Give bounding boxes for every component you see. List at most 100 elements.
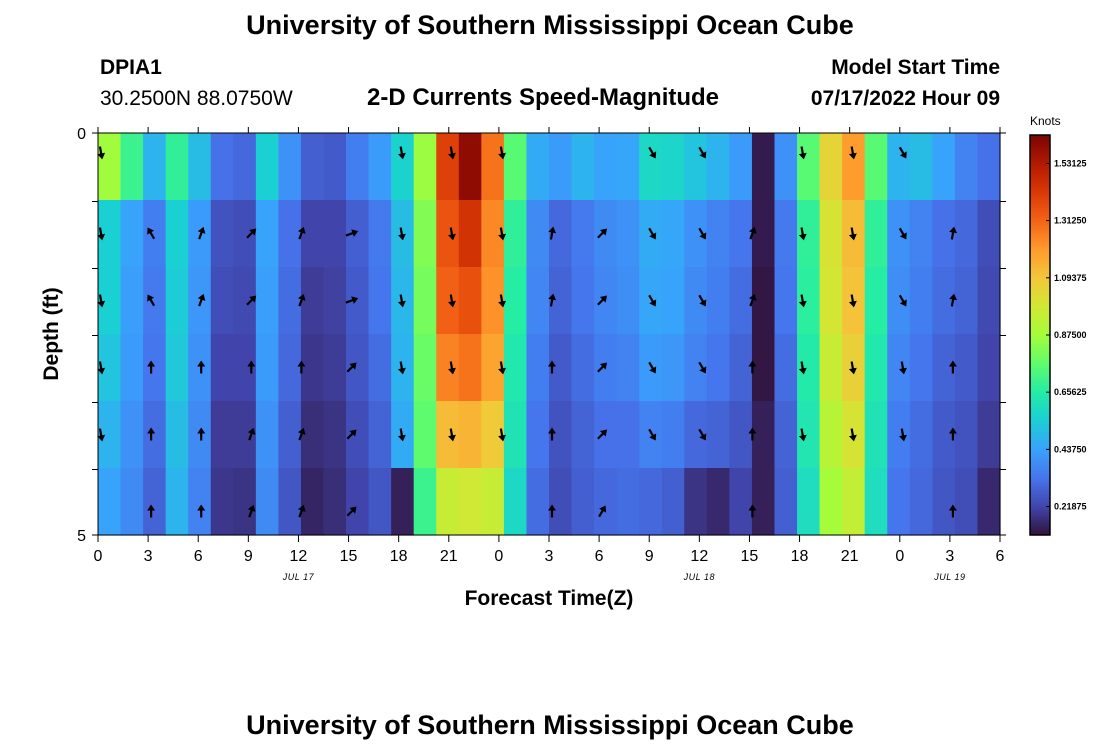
x-tick-label: 12: [690, 548, 708, 565]
heat-cell: [413, 267, 437, 335]
current-arrow: [448, 146, 456, 160]
heat-cell: [751, 133, 776, 201]
heat-cell: [864, 267, 888, 335]
chart-title: 2-D Currents Speed-Magnitude: [367, 84, 720, 111]
heat-cell: [210, 133, 234, 201]
heat-cell: [774, 401, 798, 469]
heat-cell: [797, 334, 821, 402]
heat-cell: [188, 267, 212, 335]
heat-cell: [526, 267, 550, 335]
heat-cell: [233, 267, 257, 335]
next-plot-title: University of Southern Mississippi Ocean…: [246, 710, 854, 740]
heat-cell: [503, 200, 528, 268]
current-arrow: [97, 428, 106, 442]
x-tick-label: 12: [290, 548, 308, 565]
x-tick-label: 0: [494, 548, 503, 565]
heat-cell: [278, 133, 302, 201]
heat-cell: [639, 133, 663, 201]
heat-cell: [120, 200, 144, 268]
heat-cell: [300, 334, 325, 402]
heat-cell: [188, 334, 212, 402]
heat-cell: [255, 468, 279, 536]
heat-cell: [210, 401, 234, 469]
heat-cell: [165, 468, 189, 536]
heat-cell: [684, 267, 708, 335]
heat-cell: [98, 267, 122, 335]
heat-cell: [300, 468, 325, 536]
current-arrow: [848, 227, 857, 241]
colorbar-tick-label: 1.31250: [1054, 216, 1087, 226]
x-tick-label: 21: [841, 548, 859, 565]
current-arrow: [498, 428, 507, 442]
heat-cell: [887, 133, 911, 201]
heat-cell: [413, 133, 437, 201]
heat-cell: [503, 133, 528, 201]
heat-cell: [661, 401, 685, 469]
current-arrow: [949, 226, 958, 240]
heat-cell: [458, 401, 482, 469]
x-tick-label: 3: [545, 548, 554, 565]
heat-cell: [977, 267, 1001, 335]
heat-cell: [909, 334, 933, 402]
heat-cell: [188, 468, 212, 536]
heat-cell: [954, 334, 979, 402]
colorbar-unit: Knots: [1030, 114, 1061, 128]
current-arrow: [598, 505, 607, 518]
heat-cell: [413, 200, 437, 268]
date-label: JUL 19: [933, 572, 965, 582]
current-arrow: [648, 227, 657, 240]
heat-cell: [932, 133, 956, 201]
heat-cell: [616, 334, 640, 402]
heat-cell: [616, 468, 640, 536]
heat-cell: [594, 468, 618, 536]
heat-cell: [751, 200, 776, 268]
heat-cell: [98, 468, 122, 536]
current-arrow: [698, 227, 707, 240]
heat-cell: [233, 200, 257, 268]
current-arrow: [798, 428, 807, 442]
heat-cell: [706, 200, 730, 268]
heat-cell: [549, 468, 573, 536]
heat-cell: [819, 133, 843, 201]
heat-cell: [188, 133, 212, 201]
heat-cell: [887, 401, 911, 469]
heat-cell: [954, 267, 979, 335]
heat-cell: [819, 468, 843, 536]
heat-cell: [729, 334, 753, 402]
current-arrow: [345, 229, 359, 237]
heat-cell: [458, 468, 482, 536]
model-start-value: 07/17/2022 Hour 09: [810, 87, 1000, 110]
heat-cell: [932, 267, 956, 335]
heat-cell: [842, 133, 866, 201]
colorbar-tick-label: 0.43750: [1054, 444, 1087, 454]
heat-cell: [616, 200, 640, 268]
current-arrow: [698, 294, 707, 307]
current-arrow: [197, 226, 206, 240]
current-arrow: [147, 227, 156, 240]
current-arrow: [498, 227, 507, 241]
current-arrow: [246, 228, 257, 239]
heat-cell: [594, 133, 618, 201]
heat-cell: [684, 334, 708, 402]
heat-cell: [120, 133, 144, 201]
heat-cell: [165, 401, 189, 469]
heat-cell: [233, 133, 257, 201]
heat-cell: [143, 200, 167, 268]
heat-cell: [143, 401, 167, 469]
heat-cell: [165, 200, 189, 268]
current-arrow: [247, 360, 256, 374]
heat-cell: [255, 133, 279, 201]
current-arrow: [748, 360, 757, 374]
current-arrow: [147, 360, 156, 374]
y-tick-label: 0: [77, 126, 86, 143]
heat-cell: [864, 468, 888, 536]
current-arrow: [247, 504, 256, 518]
current-arrow: [197, 293, 206, 307]
current-arrow: [448, 294, 456, 308]
current-arrow: [548, 226, 557, 240]
current-arrow: [246, 295, 257, 306]
heat-cell: [864, 133, 888, 201]
station-id: DPIA1: [100, 56, 162, 79]
x-tick-label: 9: [645, 548, 654, 565]
